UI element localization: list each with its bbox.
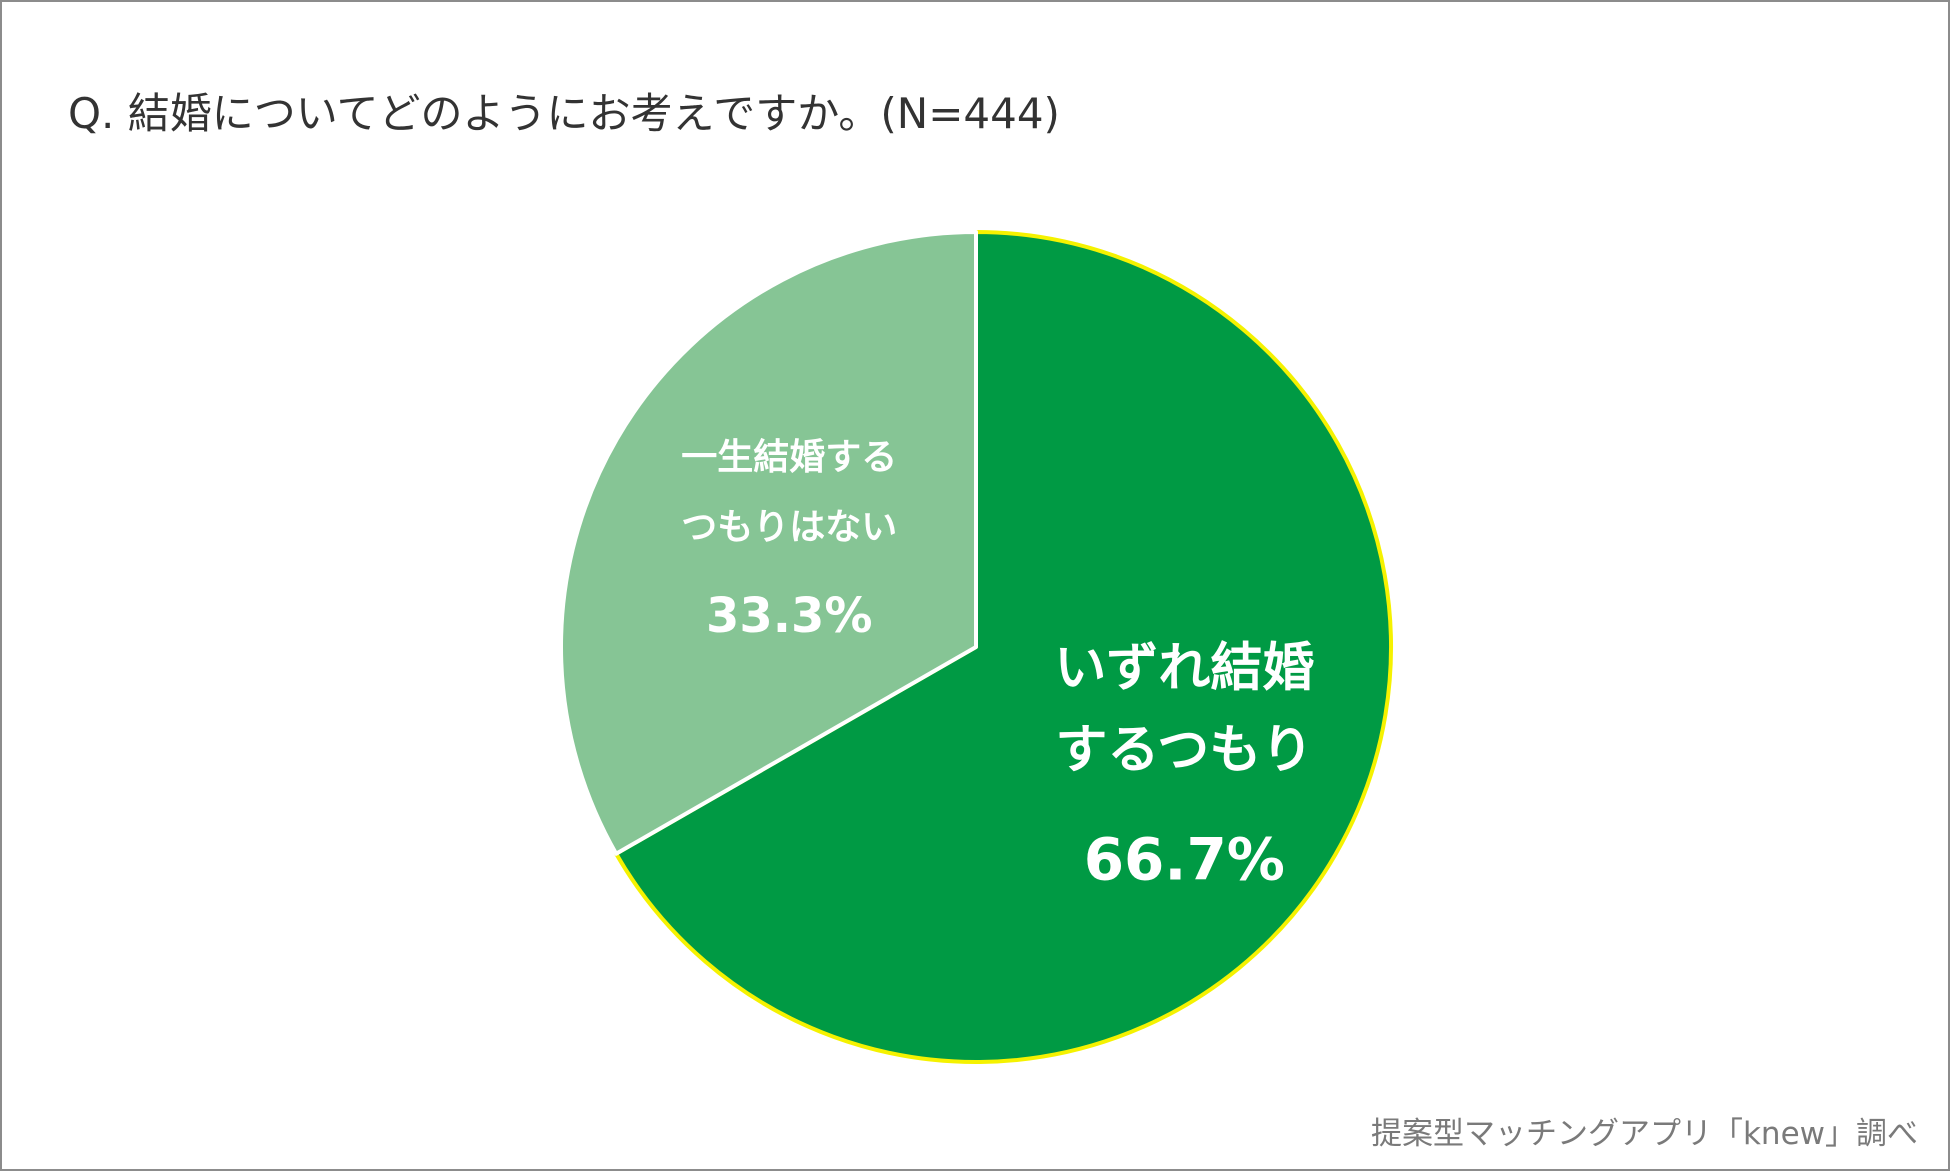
pie-slices [559, 230, 1393, 1064]
slice-category-label-1: 一生結婚する [681, 437, 897, 478]
chart-title: Q. 結婚についてどのようにお考えですか。(N=444) [68, 89, 1060, 138]
slice-category-label-0: いずれ結婚 [1054, 639, 1314, 699]
slice-category-label-0: するつもり [1055, 721, 1313, 781]
pie-slice-0 [614, 230, 1393, 1064]
slice-value-label-1: 33.3% [706, 588, 873, 644]
slice-value-label-0: 66.7% [1084, 826, 1285, 894]
pie-slice-1 [559, 230, 978, 856]
slice-category-label-1: つもりはない [681, 507, 897, 548]
source-note: 提案型マッチングアプリ「knew」調べ [1370, 1116, 1918, 1152]
